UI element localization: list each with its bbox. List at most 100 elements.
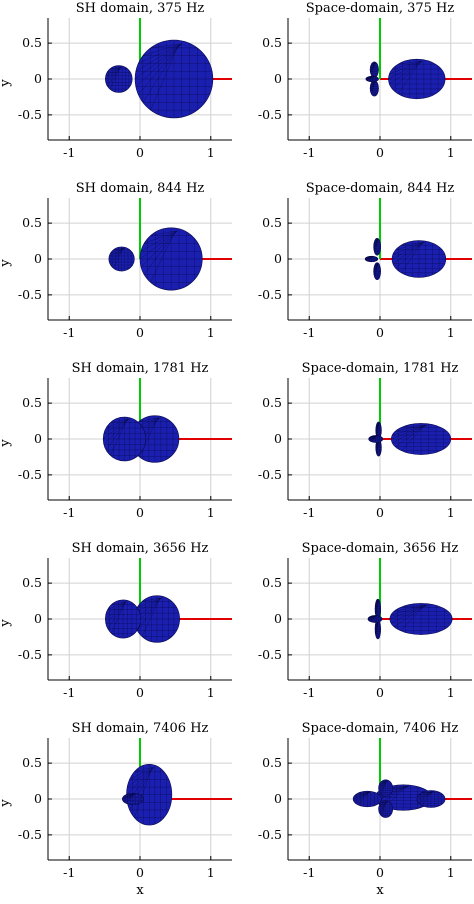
y-tick-label: -0.5: [18, 467, 42, 482]
y-tick-label: 0.5: [262, 755, 282, 770]
x-tick-label: 1: [447, 145, 455, 160]
y-tick-label: -0.5: [18, 287, 42, 302]
lobe-mesh: [373, 262, 381, 280]
panel-title: Space-domain, 375 Hz: [306, 1, 455, 16]
x-tick-label: 1: [447, 505, 455, 520]
panel-3: SH domain, 844 Hz -1 0 1 0.5 0 -0.5 y: [0, 181, 232, 340]
y-tick-label: 0.5: [22, 755, 42, 770]
x-tick-label: 1: [207, 325, 215, 340]
y-tick-label: 0: [274, 791, 282, 806]
x-tick-label: -1: [303, 685, 315, 700]
plot-area: [105, 558, 232, 643]
x-tick-label: -1: [63, 145, 75, 160]
panel-8: Space-domain, 3656 Hz -1 0 1 0.5 0 -0.5: [258, 541, 472, 700]
panel-2: Space-domain, 375 Hz -1 0 1 0.5 0 -0.5: [258, 1, 472, 160]
y-axis-label: y: [0, 439, 13, 448]
plot-area: [367, 558, 472, 640]
y-tick-label: -0.5: [258, 287, 282, 302]
panel-title: SH domain, 1781 Hz: [72, 361, 209, 376]
y-tick-label: -0.5: [258, 827, 282, 842]
x-tick-label: -1: [63, 685, 75, 700]
plot-area: [365, 18, 472, 100]
x-tick-label: -1: [303, 325, 315, 340]
panel-title: SH domain, 375 Hz: [76, 1, 205, 16]
plot-area: [108, 198, 232, 291]
plot-area: [364, 198, 472, 280]
x-tick-label: 1: [207, 145, 215, 160]
lobe-mesh: [365, 76, 379, 82]
y-tick-label: 0.5: [22, 575, 42, 590]
y-tick-label: 0.5: [262, 215, 282, 230]
y-tick-label: 0: [34, 71, 42, 86]
lobe-mesh: [367, 615, 383, 623]
y-tick-label: 0.5: [22, 395, 42, 410]
x-tick-label: 1: [447, 325, 455, 340]
y-tick-label: 0: [274, 611, 282, 626]
panel-6: Space-domain, 1781 Hz -1 0 1 0.5 0 -0.5: [258, 361, 472, 520]
y-tick-label: 0: [34, 611, 42, 626]
panel-title: SH domain, 844 Hz: [76, 181, 205, 196]
lobe-mesh: [389, 603, 453, 635]
lobe-mesh: [373, 238, 381, 256]
x-tick-label: 0: [376, 325, 384, 340]
x-tick-label: 0: [136, 145, 144, 160]
lobe-mesh: [416, 790, 446, 808]
x-tick-label: 1: [207, 865, 215, 880]
x-tick-label: 0: [136, 685, 144, 700]
x-tick-label: 0: [136, 505, 144, 520]
lobe-mesh: [369, 61, 379, 78]
panel-title: SH domain, 7406 Hz: [72, 721, 209, 736]
x-tick-label: 0: [376, 145, 384, 160]
panel-1: SH domain, 375 Hz -1 0 1 0.5 0 -0.5 y: [0, 1, 232, 160]
lobe-mesh: [108, 246, 135, 272]
plot-area: [105, 18, 232, 119]
plot-area: [368, 378, 472, 457]
y-axis-label: y: [0, 259, 13, 268]
x-tick-label: -1: [303, 505, 315, 520]
plot-area: [352, 738, 472, 818]
y-tick-label: 0: [34, 431, 42, 446]
y-tick-label: 0.5: [262, 395, 282, 410]
y-tick-label: 0.5: [262, 35, 282, 50]
panel-10: Space-domain, 7406 Hz -1 0 1 0.5 0 -0.5 x: [258, 721, 472, 898]
y-tick-label: -0.5: [18, 107, 42, 122]
lobe-mesh: [378, 800, 393, 818]
y-axis-label: y: [0, 79, 13, 88]
lobe-mesh: [134, 40, 213, 118]
lobe-mesh: [353, 791, 382, 807]
y-tick-label: -0.5: [258, 467, 282, 482]
x-tick-label: 1: [447, 685, 455, 700]
x-tick-label: 0: [136, 865, 144, 880]
x-axis-label: x: [136, 883, 144, 898]
y-tick-label: -0.5: [258, 647, 282, 662]
x-tick-label: 1: [207, 505, 215, 520]
panel-7: SH domain, 3656 Hz -1 0 1 0.5 0 -0.5 y: [0, 541, 232, 700]
lobe-mesh: [388, 59, 446, 99]
x-tick-label: -1: [63, 865, 75, 880]
lobe-mesh: [122, 793, 144, 805]
y-tick-label: 0: [274, 251, 282, 266]
panel-title: Space-domain, 3656 Hz: [302, 541, 459, 556]
x-tick-label: 0: [136, 325, 144, 340]
y-tick-label: 0: [274, 431, 282, 446]
x-tick-label: 0: [376, 865, 384, 880]
x-tick-label: 0: [376, 685, 384, 700]
lobe-mesh: [105, 65, 133, 93]
lobe-mesh: [139, 227, 203, 291]
plot-area: [102, 378, 232, 463]
y-tick-label: 0.5: [22, 215, 42, 230]
lobe-mesh: [103, 417, 146, 461]
panel-4: Space-domain, 844 Hz -1 0 1 0.5 0 -0.5: [258, 181, 472, 340]
panel-title: Space-domain, 844 Hz: [306, 181, 455, 196]
lobe-mesh: [126, 764, 172, 826]
x-tick-label: 0: [376, 505, 384, 520]
y-tick-label: 0.5: [262, 575, 282, 590]
x-axis-label: x: [376, 883, 384, 898]
x-tick-label: -1: [63, 505, 75, 520]
plot-area: [122, 738, 232, 826]
y-tick-label: -0.5: [18, 647, 42, 662]
panel-title: Space-domain, 7406 Hz: [302, 721, 459, 736]
panel-title: SH domain, 3656 Hz: [72, 541, 209, 556]
lobe-mesh: [369, 80, 379, 97]
